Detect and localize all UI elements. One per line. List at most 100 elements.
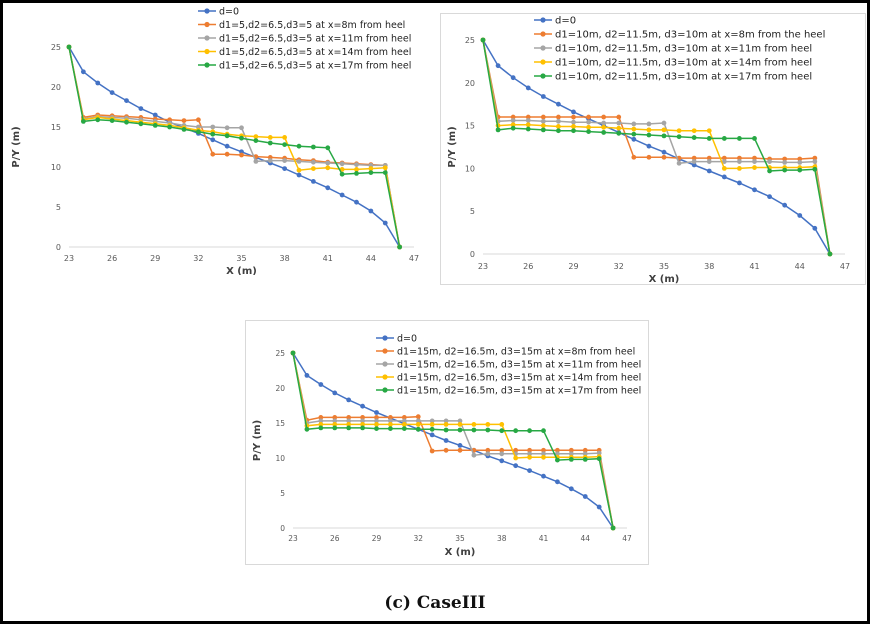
data-point xyxy=(631,154,637,160)
data-point xyxy=(737,155,742,161)
x-axis-title: X (m) xyxy=(445,547,476,558)
y-tick-label: 25 xyxy=(51,43,61,52)
data-point xyxy=(661,120,667,126)
data-point xyxy=(346,415,352,420)
data-point xyxy=(527,447,532,453)
data-point xyxy=(646,143,652,149)
data-point xyxy=(499,447,505,453)
legend-marker xyxy=(540,45,546,51)
data-point xyxy=(354,199,359,205)
data-point xyxy=(401,422,407,427)
data-point xyxy=(181,118,187,123)
data-point xyxy=(767,168,772,174)
data-point xyxy=(210,151,216,157)
legend-label: d=0 xyxy=(219,7,239,18)
figure-frame: 0 5 10 15 20 25 23 26 29 32 35 38 41 44 47 X (m) P/Y (m)… xyxy=(3,3,867,621)
data-point xyxy=(332,418,338,424)
legend-marker xyxy=(204,8,210,14)
data-point xyxy=(325,185,331,191)
x-tick-label: 47 xyxy=(840,262,850,271)
data-point xyxy=(525,85,531,91)
data-point xyxy=(555,451,560,457)
data-point xyxy=(721,136,727,141)
data-point xyxy=(480,37,486,43)
data-point xyxy=(360,425,365,431)
legend-label: d1=5,d2=6.5,d3=5 at x=14m from heel xyxy=(219,47,411,58)
data-point xyxy=(239,125,244,131)
data-point xyxy=(601,120,607,126)
y-tick-label: 15 xyxy=(465,122,475,131)
data-point xyxy=(296,172,302,178)
data-point xyxy=(527,451,532,457)
data-point xyxy=(290,350,296,356)
data-point xyxy=(752,159,757,164)
legend-marker xyxy=(382,374,388,380)
data-point xyxy=(812,225,818,231)
x-tick-label: 44 xyxy=(795,262,805,271)
data-point xyxy=(691,155,697,161)
data-point xyxy=(631,131,637,137)
series-line xyxy=(482,39,831,255)
data-point xyxy=(797,213,803,218)
x-tick-label: 41 xyxy=(323,254,333,263)
series-line xyxy=(482,39,831,255)
x-tick-label: 41 xyxy=(539,534,549,543)
data-point xyxy=(109,118,115,123)
data-point xyxy=(267,135,273,140)
data-point xyxy=(397,244,403,250)
data-point xyxy=(443,422,449,427)
data-point xyxy=(325,160,331,166)
data-point xyxy=(752,165,757,170)
data-point xyxy=(457,447,463,453)
data-point xyxy=(401,426,407,431)
data-point xyxy=(586,129,591,134)
data-point xyxy=(571,114,576,120)
y-axis-title: P/Y (m) xyxy=(11,126,22,167)
data-point xyxy=(304,373,310,378)
y-tick-label: 15 xyxy=(51,123,61,132)
legend-marker xyxy=(540,59,546,65)
data-point xyxy=(471,427,477,433)
legend-label: d=0 xyxy=(397,334,417,345)
data-point xyxy=(499,428,505,434)
legend-label: d1=5,d2=6.5,d3=5 at x=17m from heel xyxy=(219,61,411,72)
data-point xyxy=(582,451,588,457)
data-point xyxy=(721,174,727,180)
series-line xyxy=(68,46,401,248)
legend-label: d1=15m, d2=16.5m, d3=15m at x=14m from h… xyxy=(397,373,641,384)
legend-marker xyxy=(204,35,210,41)
data-point xyxy=(555,457,560,463)
legend-label: d1=10m, d2=11.5m, d3=10m at x=8m from th… xyxy=(555,30,825,41)
data-point xyxy=(368,208,374,214)
data-point xyxy=(797,160,803,165)
data-point xyxy=(318,418,324,424)
data-point xyxy=(457,422,463,427)
data-point xyxy=(737,180,742,186)
data-point xyxy=(253,159,259,164)
data-point xyxy=(339,171,345,177)
data-point xyxy=(582,494,588,499)
data-point xyxy=(429,448,435,454)
data-point xyxy=(568,486,574,492)
data-point xyxy=(332,390,338,396)
data-point xyxy=(339,161,345,167)
y-tick-label: 20 xyxy=(275,384,285,393)
data-point xyxy=(556,124,561,129)
data-point xyxy=(631,126,637,132)
data-point xyxy=(304,426,310,432)
y-tick-label: 10 xyxy=(275,454,285,463)
data-point xyxy=(415,426,421,432)
data-point xyxy=(282,166,288,172)
x-tick-label: 44 xyxy=(366,254,376,263)
data-point xyxy=(346,422,352,427)
legend-marker xyxy=(204,48,210,55)
data-point xyxy=(541,428,546,434)
data-point xyxy=(382,170,388,176)
data-point xyxy=(224,151,230,157)
data-point xyxy=(457,443,463,448)
data-point xyxy=(346,418,352,424)
data-point xyxy=(752,155,757,161)
data-point xyxy=(541,473,546,479)
data-point xyxy=(797,156,803,162)
data-point xyxy=(555,447,560,453)
